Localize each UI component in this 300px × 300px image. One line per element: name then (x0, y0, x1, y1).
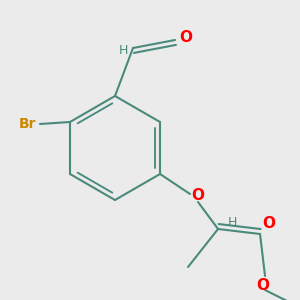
Text: Br: Br (19, 117, 37, 131)
Text: H: H (118, 44, 128, 58)
Text: O: O (262, 217, 275, 232)
Text: O: O (179, 31, 193, 46)
Text: O: O (191, 188, 205, 203)
Text: O: O (256, 278, 269, 293)
Text: H: H (227, 217, 237, 230)
